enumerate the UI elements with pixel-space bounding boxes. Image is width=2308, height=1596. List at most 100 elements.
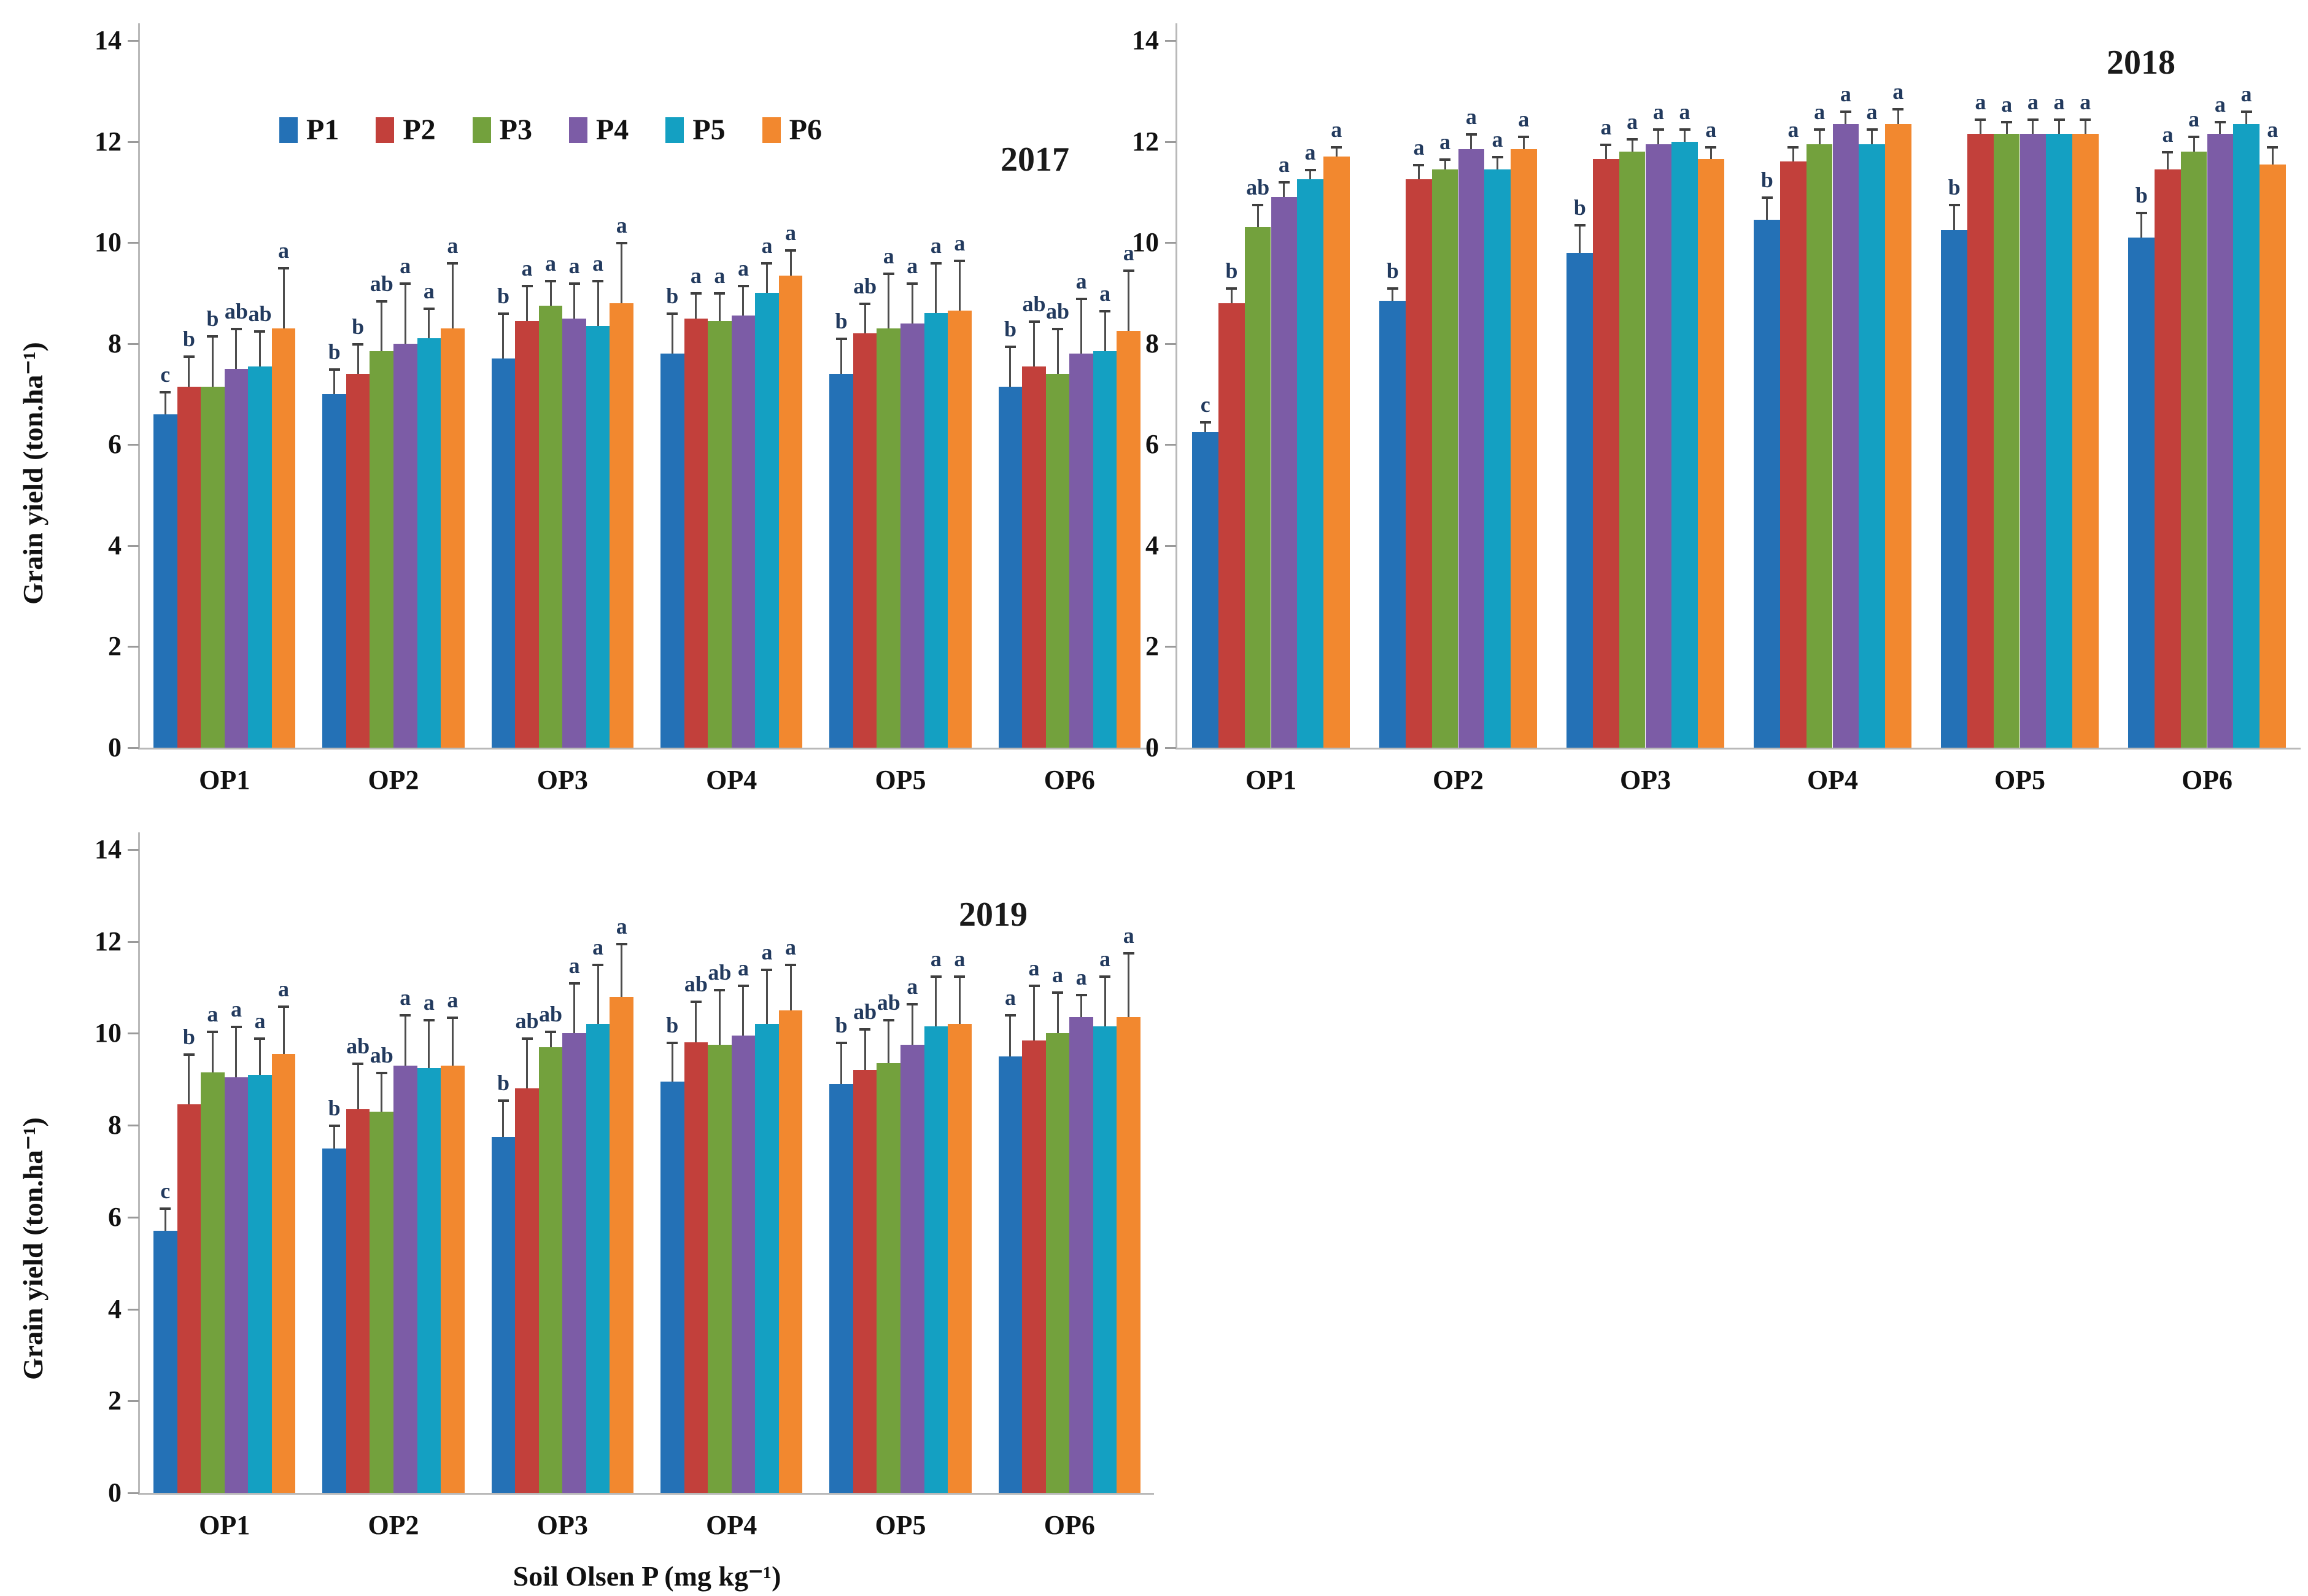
- error-bar-cap: [447, 1017, 459, 1020]
- sig-letter: ab: [248, 301, 272, 327]
- error-bar: [164, 391, 166, 414]
- bar-p1-op1: [153, 1231, 177, 1493]
- error-bar-cap: [207, 335, 219, 338]
- bar-p6-op5: [2072, 134, 2099, 748]
- sig-letter: a: [1099, 946, 1111, 971]
- bar-p3-op3: [538, 306, 563, 748]
- error-bar: [357, 343, 359, 374]
- error-bar: [935, 263, 937, 314]
- error-bar: [502, 313, 505, 359]
- error-bar: [1792, 146, 1794, 162]
- sig-letter: b: [666, 284, 679, 309]
- bar-p3-op4: [708, 320, 732, 748]
- error-bar: [1657, 129, 1660, 144]
- error-bar-cap: [714, 292, 726, 295]
- error-bar: [911, 1003, 913, 1045]
- sig-letter: a: [1787, 117, 1799, 142]
- y-tick-label: 4: [108, 1293, 122, 1324]
- error-bar: [1417, 164, 1420, 180]
- sig-letter: ab: [515, 1008, 539, 1033]
- error-bar-cap: [423, 308, 435, 311]
- y-tick-mark: [128, 1125, 139, 1127]
- y-tick-label: 8: [108, 328, 122, 358]
- error-bar-cap: [1600, 143, 1612, 146]
- legend-label-p4: P4: [595, 114, 629, 146]
- error-bar-cap: [835, 1042, 847, 1045]
- y-tick-mark: [128, 141, 139, 143]
- bar-p2-op2: [1406, 179, 1432, 748]
- sig-letter: a: [883, 243, 894, 268]
- error-bar: [1056, 328, 1059, 374]
- y-tick-label: 10: [1132, 227, 1159, 258]
- error-bar: [888, 273, 890, 328]
- error-bar-cap: [1439, 158, 1451, 161]
- sig-letter: b: [182, 1025, 195, 1050]
- error-bar-cap: [447, 262, 459, 265]
- bar-p1-op6: [998, 386, 1023, 748]
- bar-p2-op3: [1593, 159, 1619, 748]
- bar-p6-op5: [948, 311, 972, 748]
- bar-p2-op3: [515, 1088, 539, 1493]
- error-bar-cap: [230, 328, 242, 331]
- bar-p3-op4: [708, 1045, 732, 1493]
- y-tick-mark: [128, 1032, 139, 1035]
- bar-p6-op2: [1510, 149, 1537, 748]
- x-category-label: OP6: [1044, 765, 1095, 795]
- error-bar-cap: [328, 368, 340, 371]
- bar-p5-op4: [755, 293, 779, 748]
- error-bar-cap: [930, 262, 942, 265]
- error-bar: [526, 1037, 528, 1089]
- error-bar: [1684, 129, 1686, 142]
- legend-item-p5: P5: [665, 115, 726, 145]
- error-bar-cap: [1052, 328, 1064, 331]
- sig-letter: a: [1492, 127, 1503, 152]
- bar-p4-op6: [1069, 354, 1093, 748]
- y-tick-mark: [128, 646, 139, 648]
- legend-swatch-p2: [376, 117, 395, 143]
- y-tick-mark: [128, 40, 139, 42]
- error-bar: [1128, 270, 1130, 331]
- bar-p2-op6: [1022, 1040, 1046, 1493]
- bar-p1-op5: [829, 1083, 853, 1493]
- sig-letter: a: [2080, 89, 2091, 114]
- bar-p5-op3: [586, 1024, 610, 1493]
- sig-letter: b: [1760, 168, 1773, 193]
- legend-label-p6: P6: [789, 114, 822, 146]
- error-bar: [2219, 121, 2221, 134]
- error-bar-cap: [2080, 118, 2091, 121]
- error-bar: [188, 1054, 190, 1105]
- sig-letter: b: [328, 339, 341, 364]
- error-bar: [381, 1072, 383, 1112]
- error-bar-cap: [1004, 1014, 1016, 1017]
- bar-p4-op4: [731, 316, 756, 748]
- error-bar: [1056, 992, 1059, 1034]
- bar-p5-op3: [586, 325, 610, 748]
- y-axis-line: [138, 832, 140, 1495]
- error-bar-cap: [737, 984, 749, 987]
- sig-letter: a: [1123, 241, 1134, 266]
- bar-p5-op2: [1484, 169, 1511, 748]
- sig-letter: b: [2135, 182, 2148, 207]
- bar-p3-op5: [1993, 134, 2020, 748]
- bar-p3-op2: [1431, 169, 1458, 748]
- bar-p6-op6: [1117, 331, 1140, 748]
- error-bar-cap: [883, 1018, 894, 1021]
- bar-p6-op6: [1117, 1017, 1140, 1493]
- sig-letter: b: [1004, 316, 1017, 341]
- error-bar-cap: [2001, 120, 2013, 123]
- y-tick-mark: [1165, 141, 1176, 143]
- bar-p4-op6: [1069, 1017, 1093, 1493]
- sig-letter: b: [1948, 175, 1961, 200]
- error-bar: [718, 293, 721, 321]
- error-bar: [1104, 975, 1106, 1027]
- error-bar: [258, 331, 261, 366]
- sig-letter: a: [592, 935, 604, 960]
- error-bar-cap: [1705, 145, 1717, 149]
- error-bar: [1444, 159, 1446, 169]
- error-bar: [1953, 204, 1956, 230]
- error-bar: [1033, 320, 1035, 366]
- error-bar: [1470, 134, 1473, 149]
- error-bar-cap: [183, 1053, 195, 1056]
- error-bar: [789, 964, 792, 1010]
- error-bar: [840, 338, 843, 374]
